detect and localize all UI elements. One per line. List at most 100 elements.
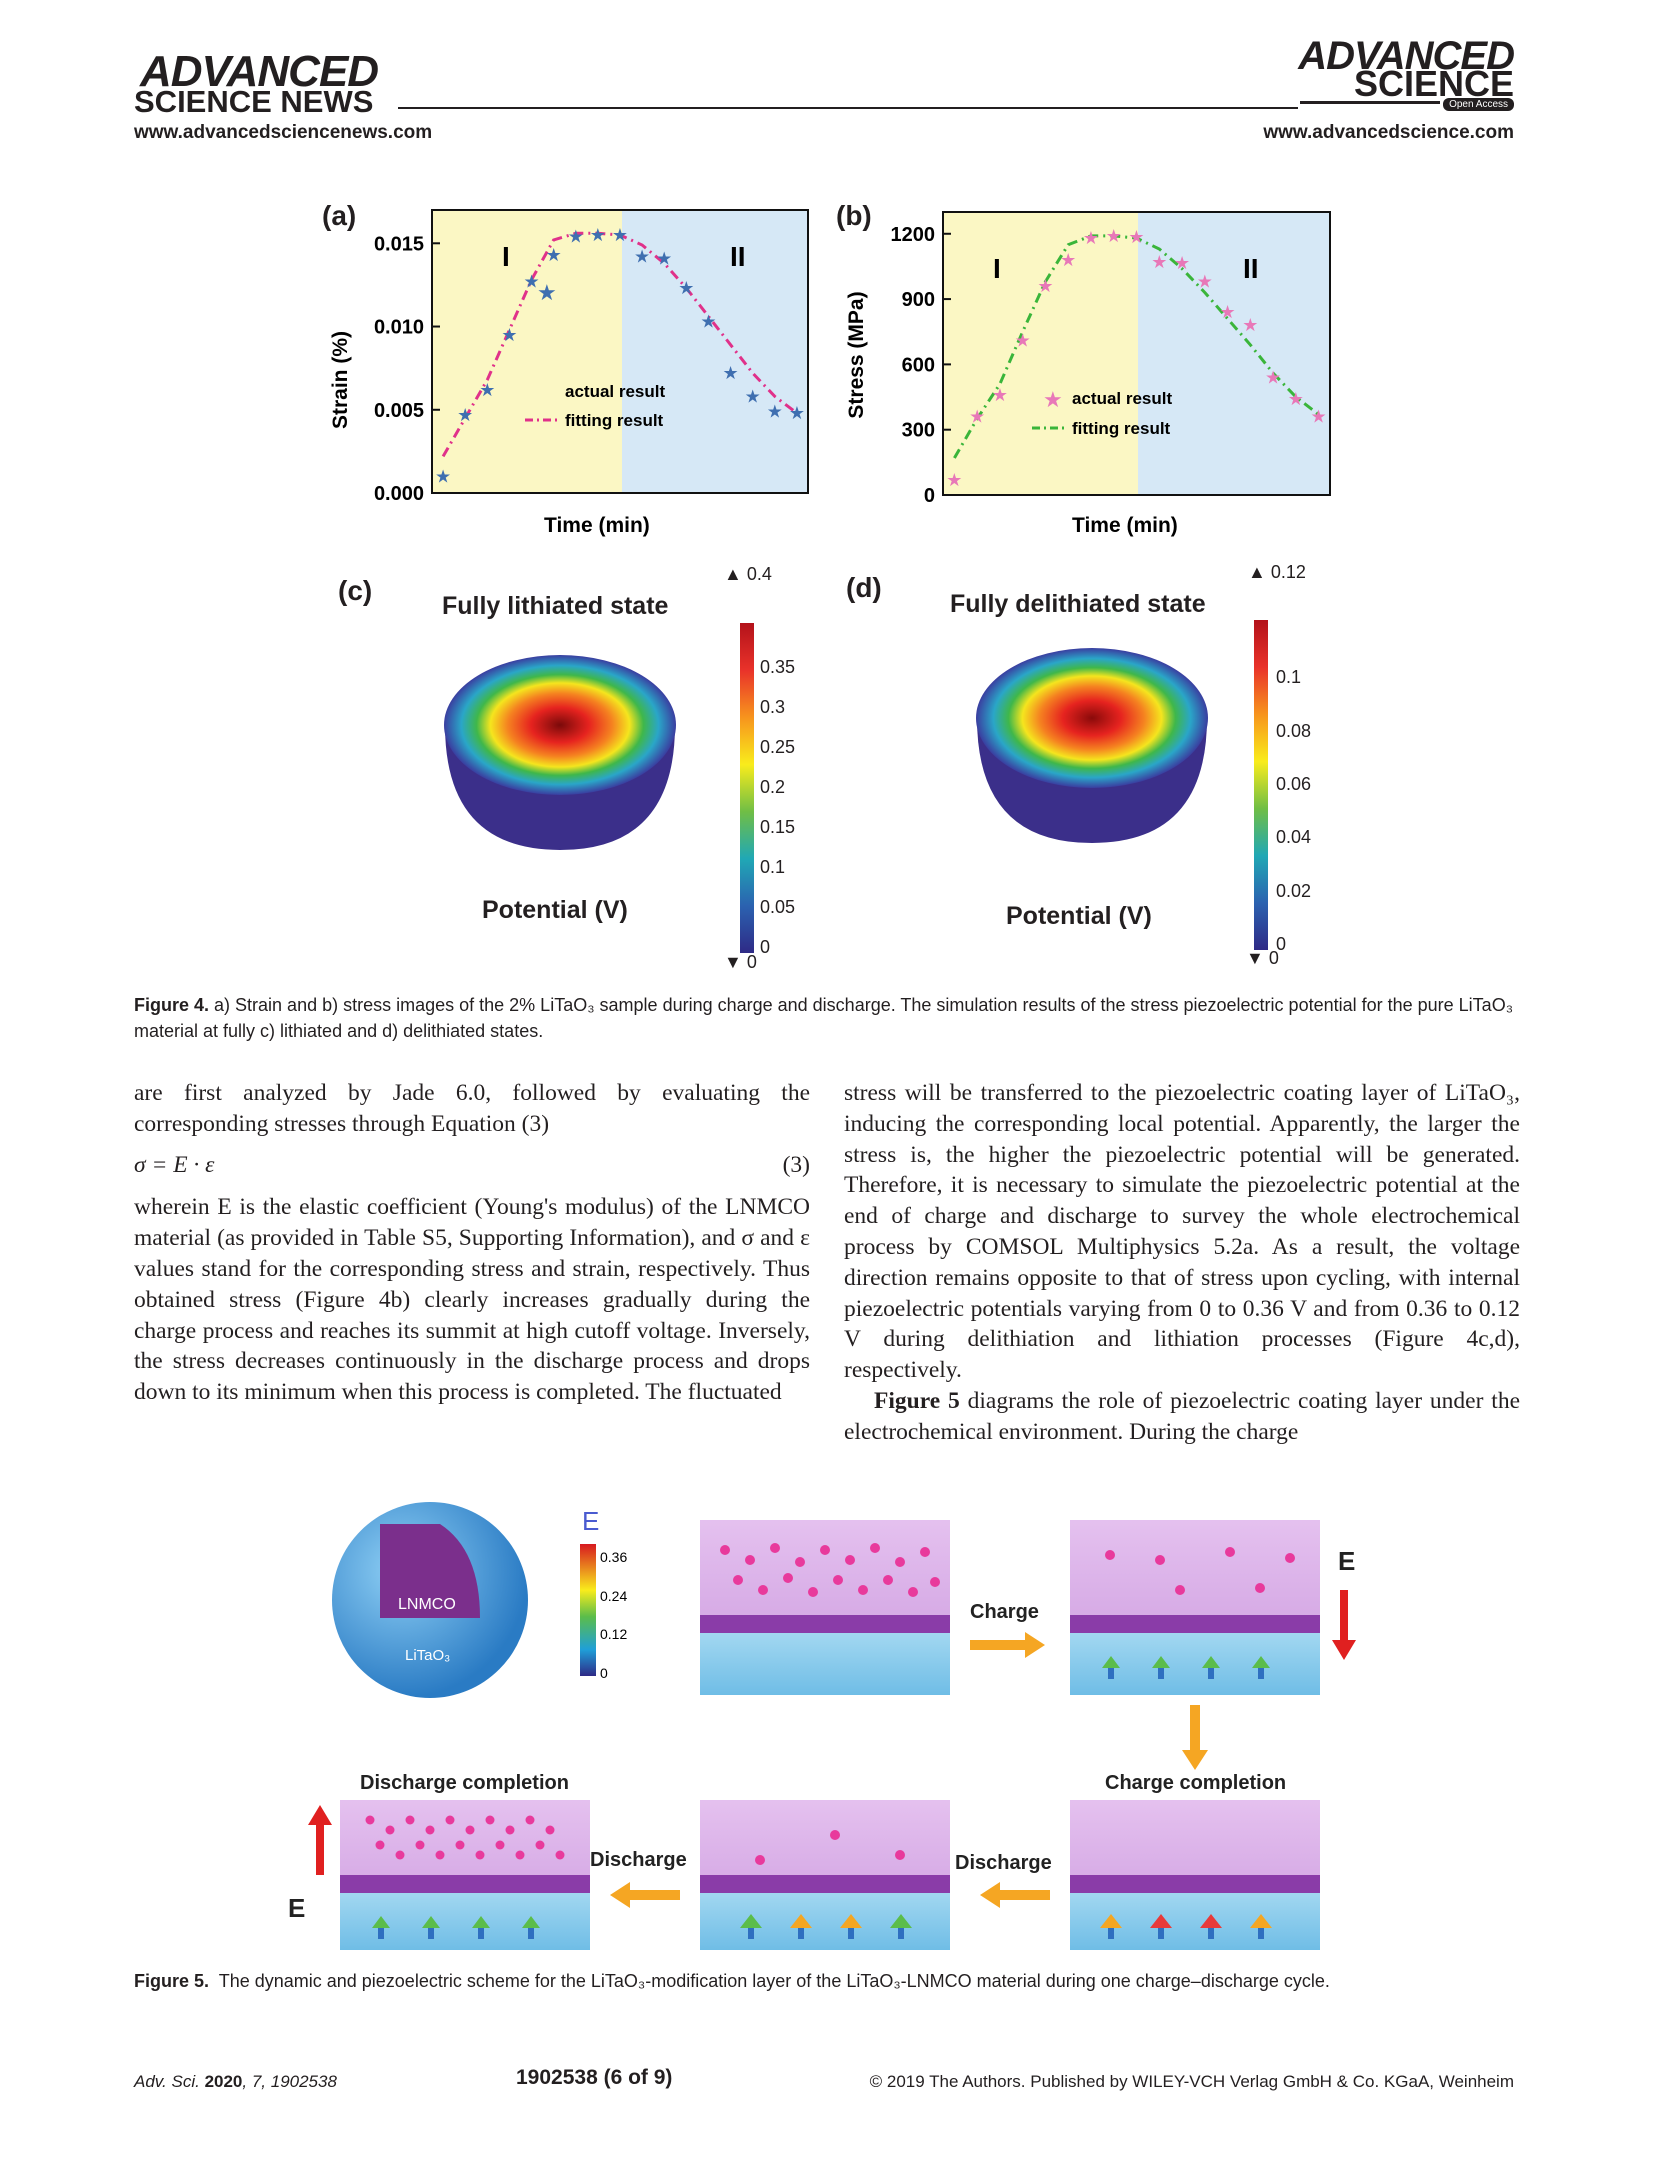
colorbar-tick-label: 0	[1276, 934, 1287, 954]
potential-label-d: Potential (V)	[1006, 902, 1152, 930]
data-point: ★	[546, 245, 562, 265]
box-discharging	[700, 1800, 950, 1950]
y-tick-label: 1200	[891, 224, 936, 246]
potential-label-c: Potential (V)	[482, 896, 628, 924]
data-point: ★	[723, 363, 739, 383]
data-point: ★	[435, 466, 451, 486]
panel-d-title: Fully delithiated state	[950, 590, 1206, 618]
panel-c-title: Fully lithiated state	[442, 592, 669, 620]
hemisphere-top	[976, 648, 1208, 788]
data-point: ★	[479, 380, 495, 400]
cbar-tick: 0.36	[600, 1549, 627, 1565]
data-point: ★	[789, 403, 805, 423]
panel-d-label: (d)	[846, 572, 882, 603]
left-url[interactable]: www.advancedsciencenews.com	[134, 122, 433, 143]
legend-star-icon: ★	[537, 280, 557, 305]
panel-b-label: (b)	[836, 200, 872, 231]
max-triangle-icon: ▲	[724, 564, 747, 584]
colorbar-tick-label: 0.2	[760, 777, 786, 797]
footer-copyright: © 2019 The Authors. Published by WILEY-V…	[869, 2072, 1514, 2091]
field-down-arrow	[1332, 1590, 1356, 1660]
data-point: ★	[1265, 367, 1281, 387]
x-axis-label: Time (min)	[544, 514, 650, 537]
data-point: ★	[700, 312, 716, 332]
y-tick-label: 0.010	[374, 317, 424, 339]
data-point: ★	[1174, 253, 1190, 273]
colorbar-tick-label: 0.02	[1276, 880, 1312, 901]
colorbar-tick-label: 0	[760, 937, 771, 957]
y-tick-label: 0.000	[374, 483, 424, 505]
data-point: ★	[1060, 250, 1076, 270]
discharge-arrow-2	[610, 1882, 680, 1908]
colorbar-d-min: ▼ 0	[1246, 948, 1279, 968]
data-point: ★	[501, 325, 517, 345]
data-point: ★	[767, 401, 783, 421]
y-tick-label: 0	[924, 485, 935, 507]
discharge-arrow-1	[980, 1882, 1050, 1908]
stress-chart: I II 1200 900 600 300 0 ★ ★ ★ ★ ★ ★ ★ ★ ★ ★ ★ ★ ★ ★ ★ ★ ★ Ti…	[845, 211, 1331, 537]
colorbar-tick-label: 0.3	[760, 697, 786, 717]
data-point: ★	[612, 225, 628, 245]
data-point: ★	[634, 247, 650, 267]
discharge-label-2: Discharge	[590, 1849, 687, 1871]
max-triangle-icon: ▲	[1248, 562, 1271, 582]
data-point: ★	[1106, 226, 1122, 246]
hemisphere-top	[444, 655, 676, 795]
data-point: ★	[1311, 407, 1327, 427]
colorbar-d-ticks: 0.1 0.08 0.06 0.04 0.02 0	[1276, 620, 1336, 954]
data-point: ★	[568, 227, 584, 247]
charge-completion-label: Charge completion	[1105, 1772, 1286, 1794]
data-point: ★	[1242, 315, 1258, 335]
right-column: stress will be transferred to the piezoe…	[844, 1078, 1520, 1448]
charge-label: Charge	[970, 1601, 1039, 1623]
colorbar-tick-label: 0.1	[1276, 667, 1302, 688]
charge-arrow	[970, 1632, 1045, 1658]
colorbar-tick-label: 0.25	[760, 737, 796, 757]
y-axis-label: Strain (%)	[329, 331, 352, 429]
lithiated-hemisphere	[444, 655, 676, 850]
data-point: ★	[457, 405, 473, 425]
y-tick-label: 300	[902, 420, 935, 442]
data-point: ★	[1128, 227, 1144, 247]
journal-logo-right-line2: SCIENCE	[1353, 63, 1514, 104]
journal-logo-right-line1: ADVANCED	[1298, 34, 1515, 78]
open-access-badge: Open Access	[1443, 98, 1514, 111]
colorbar-tick-label: 0.1	[760, 857, 786, 877]
data-point: ★	[1015, 330, 1031, 350]
data-point: ★	[1083, 228, 1099, 248]
colorbar-c-max: ▲ 0.4	[724, 564, 772, 584]
cbar-tick: 0.24	[600, 1588, 627, 1604]
left-paragraph-2: wherein E is the elastic coefficient (Yo…	[134, 1194, 810, 1406]
e-field-label-discharge: E	[288, 1893, 305, 1923]
colorbar-tick-label: 0.05	[760, 897, 796, 917]
plot-frame	[942, 211, 1331, 496]
box-initial	[700, 1520, 950, 1695]
panel-c-label: (c)	[338, 575, 373, 606]
data-point: ★	[656, 248, 672, 268]
colorbar-c-min: ▼ 0	[724, 952, 757, 972]
data-point: ★	[1288, 389, 1304, 409]
cbar-tick: 0.12	[600, 1626, 627, 1642]
y-axis-label: Stress (MPa)	[845, 291, 868, 418]
data-point: ★	[969, 407, 985, 427]
right-url[interactable]: www.advancedscience.com	[1263, 122, 1514, 143]
header-rule	[398, 107, 1298, 109]
journal-logo-left-line1: ADVANCED	[140, 47, 379, 96]
colorbar-tick-label: 0.06	[1276, 774, 1312, 794]
legend-actual: actual result	[1072, 389, 1172, 408]
region-I-label: I	[993, 253, 1001, 284]
y-tick-label: 0.015	[374, 233, 424, 255]
footer-citation: Adv. Sci. 2020, 7, 1902538	[134, 2072, 337, 2091]
discharge-label-1: Discharge	[955, 1852, 1052, 1874]
figure4-caption: Figure 4. a) Strain and b) stress images…	[134, 995, 1514, 1041]
data-point: ★	[1151, 252, 1167, 272]
legend-fitting: fitting result	[1072, 419, 1171, 438]
down-arrow	[1182, 1705, 1208, 1770]
discharge-completion-label: Discharge completion	[360, 1772, 569, 1794]
y-tick-label: 900	[902, 289, 935, 311]
left-column: are first analyzed by Jade 6.0, followed…	[134, 1078, 810, 1408]
region-II-label: II	[1243, 253, 1259, 284]
data-point: ★	[1219, 302, 1235, 322]
header-rule-right	[1300, 101, 1440, 104]
